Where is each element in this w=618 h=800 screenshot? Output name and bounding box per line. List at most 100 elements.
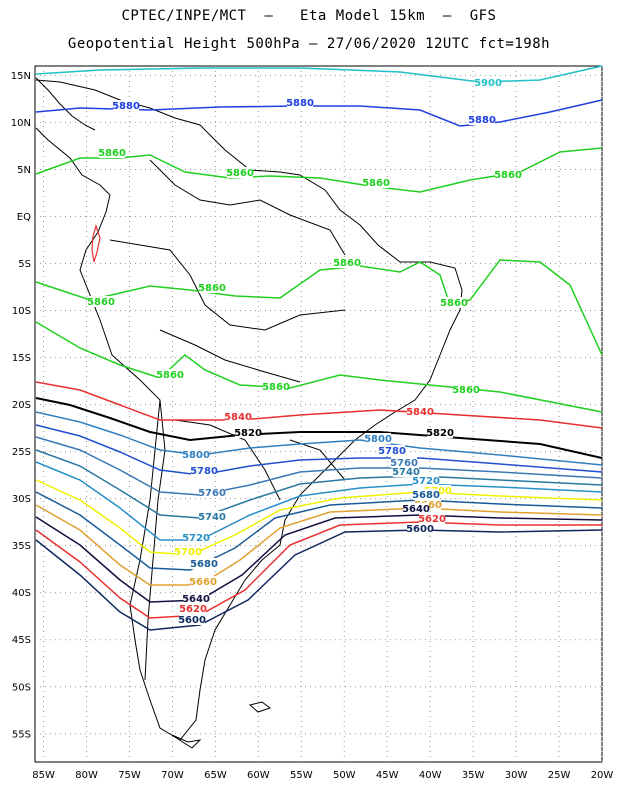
contour-label: 5600 [178,615,206,626]
contour-label: 5680 [412,490,440,501]
contour-5680 [35,491,603,571]
contour-5800 [35,411,603,466]
contour-label: 5680 [190,559,218,570]
contour-label-bg [363,177,389,188]
contour-label: 5880 [112,101,140,112]
contour-label-bg [180,603,206,614]
lat-tick-label: 5N [17,165,31,176]
contour-label: 5860 [98,148,126,159]
contour-label-bg [183,449,209,460]
contour-label: 5720 [412,476,440,487]
contour-label: 5860 [494,170,522,181]
contour-label: 5860 [198,283,226,294]
contour-label: 5660 [189,577,217,588]
contour-label-bg [191,465,217,476]
contour-label: 5880 [286,98,314,109]
contour-5600 [35,529,603,631]
contour-label-bg [235,427,261,438]
contour-label-bg [419,513,445,524]
contour-label: 5780 [378,446,406,457]
contour-label: 5820 [234,428,262,439]
contour-label-bg [183,593,209,604]
contour-5900 [35,65,603,83]
lat-tick-label: 40S [12,588,31,599]
contour-label-bg [88,296,114,307]
contour-label-bg [379,445,405,456]
contour-5840-closed [91,224,101,263]
contour-label-bg [469,114,495,125]
lon-tick-label: 70W [161,770,184,781]
contour-label: 5700 [174,547,202,558]
contour-label: 5860 [452,385,480,396]
lon-tick-label: 65W [204,770,227,781]
lat-tick-label: 55S [12,729,31,740]
contour-label: 5800 [364,434,392,445]
contour-label: 5800 [182,450,210,461]
contour-5760 [35,436,603,496]
contour-5620 [35,521,602,619]
contour-label: 5720 [182,533,210,544]
contour-label-bg [495,169,521,180]
contour-label-bg [365,433,391,444]
lat-tick-label: EQ [17,212,31,223]
contour-label: 5880 [468,115,496,126]
lon-tick-label: 80W [75,770,98,781]
contour-label-bg [427,427,453,438]
contour-label: 5640 [402,504,430,515]
lat-tick-label: 5S [18,259,31,270]
map-title-line1: CPTEC/INPE/MCT – Eta Model 15km – GFS [121,8,497,24]
axis-ticks: 15N 10N 5N EQ 5S 10S 15S 20S 25S 30S 35S 40S 45S 50S 5… [11,71,614,781]
contour-label-bg [287,97,313,108]
lon-tick-label: 60W [247,770,270,781]
contour-label-bg [441,297,467,308]
contour-label: 5760 [198,488,226,499]
contour-label: 5860 [440,298,468,309]
country-border [159,329,301,383]
contour-label-bg [199,511,225,522]
contour-label-bg [157,369,183,380]
contour-label-bg [99,147,125,158]
contour-label-bg [191,558,217,569]
contour-label: 5860 [226,168,254,179]
contour-label-bg [413,475,439,486]
contour-label: 5600 [406,524,434,535]
lon-tick-label: 40W [419,770,442,781]
contour-label-bg [475,77,501,88]
contour-label-bg [403,503,429,514]
contour-label-bg [393,466,419,477]
lon-tick-label: 55W [290,770,313,781]
contour-5660 [35,504,603,586]
contour-label-bg [199,282,225,293]
lon-tick-label: 20W [591,770,614,781]
lat-tick-label: 30S [12,494,31,505]
contour-label: 5860 [156,370,184,381]
lon-tick-label: 35W [462,770,485,781]
lat-tick-label: 20S [12,400,31,411]
contour-label: 5860 [362,178,390,189]
contour-5640 [35,514,603,603]
lat-tick-label: 25S [12,447,31,458]
lat-tick-label: 10N [11,118,31,129]
contour-label-bg [225,411,251,422]
contour-5740 [35,449,603,519]
lon-tick-label: 30W [505,770,528,781]
contour-label: 5820 [426,428,454,439]
contour-label-bg [183,532,209,543]
lat-tick-label: 10S [12,306,31,317]
map-title-line2: Geopotential Height 500hPa – 27/06/2020 … [67,36,551,52]
contour-label-bg [413,489,439,500]
contour-label-bg [179,614,205,625]
contour-label: 5620 [179,604,207,615]
contour-label-bg [113,100,139,111]
contour-label: 5840 [224,412,252,423]
country-border [109,239,346,331]
tierra-del-fuego [171,734,202,749]
lon-tick-label: 75W [118,770,141,781]
contour-5860-south [35,321,603,413]
lat-tick-label: 45S [12,635,31,646]
contour-label-bg [227,167,253,178]
contour-5780 [35,424,603,476]
falkland-islands [248,701,272,713]
contour-label: 5760 [390,458,418,469]
